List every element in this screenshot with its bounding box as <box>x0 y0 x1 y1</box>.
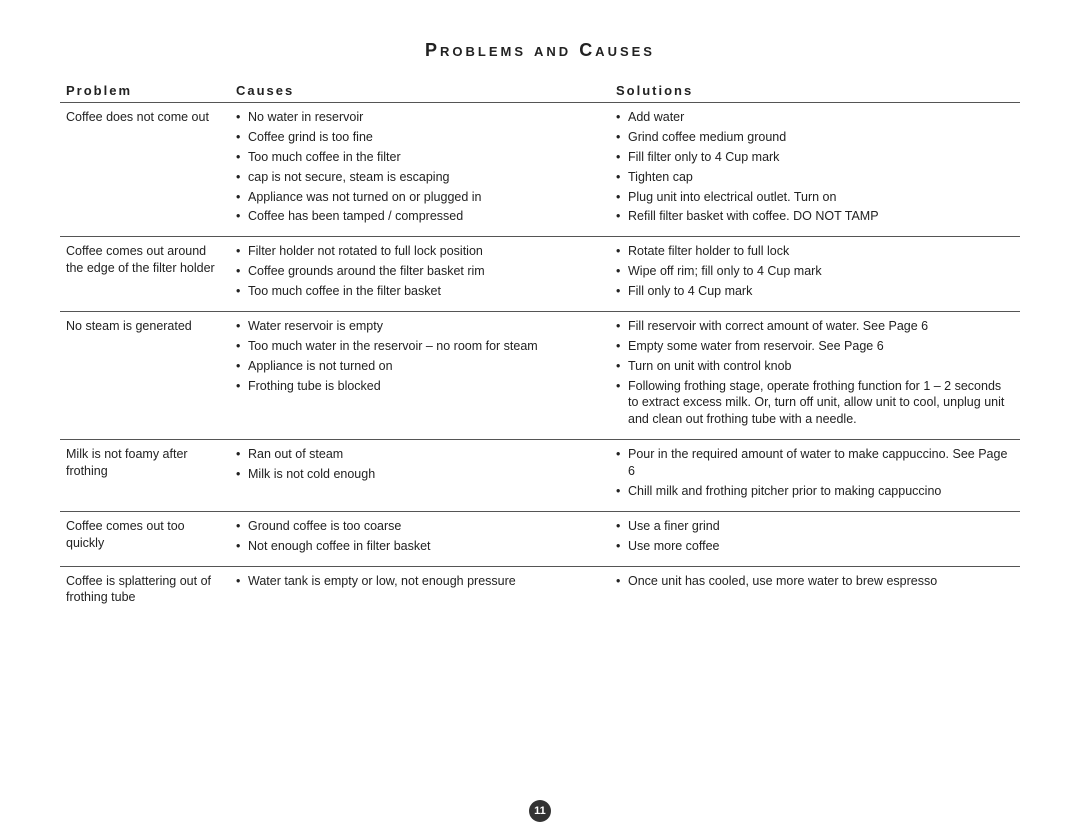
solution-item: Use more coffee <box>616 538 1014 555</box>
cause-item: Not enough coffee in filter basket <box>236 538 598 555</box>
solution-item: Tighten cap <box>616 169 1014 186</box>
table-row: Coffee comes out too quicklyGround coffe… <box>60 511 1020 566</box>
cause-item: Too much coffee in the filter basket <box>236 283 598 300</box>
cause-item: Coffee grind is too fine <box>236 129 598 146</box>
solution-item: Empty some water from reservoir. See Pag… <box>616 338 1014 355</box>
cause-item: Frothing tube is blocked <box>236 378 598 395</box>
header-problem: Problem <box>66 83 236 98</box>
solution-item: Fill filter only to 4 Cup mark <box>616 149 1014 166</box>
problem-cell: No steam is generated <box>66 318 236 431</box>
causes-cell: Filter holder not rotated to full lock p… <box>236 243 616 303</box>
solutions-cell: Rotate filter holder to full lock Wipe of… <box>616 243 1014 303</box>
solution-item: Refill filter basket with coffee. DO NOT… <box>616 208 1014 225</box>
solution-item: Pour in the required amount of water to … <box>616 446 1014 480</box>
cause-item: Too much water in the reservoir – no roo… <box>236 338 598 355</box>
solution-item: Grind coffee medium ground <box>616 129 1014 146</box>
table-header-row: Problem Causes Solutions <box>60 83 1020 98</box>
cause-item: Ground coffee is too coarse <box>236 518 598 535</box>
solution-item: Plug unit into electrical outlet. Turn o… <box>616 189 1014 206</box>
solutions-cell: Fill reservoir with correct amount of wa… <box>616 318 1014 431</box>
problem-cell: Coffee comes out around the edge of the … <box>66 243 236 303</box>
solution-item: Add water <box>616 109 1014 126</box>
problem-cell: Milk is not foamy after frothing <box>66 446 236 503</box>
problem-cell: Coffee is splattering out of frothing tu… <box>66 573 236 607</box>
cause-item: Water tank is empty or low, not enough p… <box>236 573 598 590</box>
cause-item: Appliance is not turned on <box>236 358 598 375</box>
problem-cell: Coffee does not come out <box>66 109 236 228</box>
cause-item: Too much coffee in the filter <box>236 149 598 166</box>
problem-cell: Coffee comes out too quickly <box>66 518 236 558</box>
solution-item: Turn on unit with control knob <box>616 358 1014 375</box>
causes-cell: Water reservoir is empty Too much water i… <box>236 318 616 431</box>
causes-cell: Water tank is empty or low, not enough p… <box>236 573 616 607</box>
solutions-cell: Add water Grind coffee medium ground Fill … <box>616 109 1014 228</box>
solution-item: Rotate filter holder to full lock <box>616 243 1014 260</box>
solution-item: Fill reservoir with correct amount of wa… <box>616 318 1014 335</box>
solutions-cell: Use a finer grind Use more coffee <box>616 518 1014 558</box>
table-row: Coffee does not come outNo water in rese… <box>60 102 1020 236</box>
cause-item: Milk is not cold enough <box>236 466 598 483</box>
causes-cell: No water in reservoir Coffee grind is too… <box>236 109 616 228</box>
page-title: Problems and Causes <box>60 40 1020 61</box>
solution-item: Chill milk and frothing pitcher prior to… <box>616 483 1014 500</box>
solution-item: Once unit has cooled, use more water to … <box>616 573 1014 590</box>
page-number-badge: 11 <box>529 800 551 822</box>
header-solutions: Solutions <box>616 83 1014 98</box>
solution-item: Following frothing stage, operate frothi… <box>616 378 1014 429</box>
cause-item: Appliance was not turned on or plugged i… <box>236 189 598 206</box>
table-row: Coffee comes out around the edge of the … <box>60 236 1020 311</box>
cause-item: Coffee grounds around the filter basket … <box>236 263 598 280</box>
cause-item: Ran out of steam <box>236 446 598 463</box>
cause-item: No water in reservoir <box>236 109 598 126</box>
solution-item: Wipe off rim; fill only to 4 Cup mark <box>616 263 1014 280</box>
causes-cell: Ground coffee is too coarse Not enough co… <box>236 518 616 558</box>
table-row: No steam is generatedWater reservoir is … <box>60 311 1020 439</box>
solutions-cell: Once unit has cooled, use more water to … <box>616 573 1014 607</box>
table-row: Milk is not foamy after frothingRan out … <box>60 439 1020 511</box>
solution-item: Use a finer grind <box>616 518 1014 535</box>
table-body: Coffee does not come outNo water in rese… <box>60 102 1020 614</box>
cause-item: Filter holder not rotated to full lock p… <box>236 243 598 260</box>
header-causes: Causes <box>236 83 616 98</box>
table-row: Coffee is splattering out of frothing tu… <box>60 566 1020 615</box>
cause-item: Coffee has been tamped / compressed <box>236 208 598 225</box>
cause-item: cap is not secure, steam is escaping <box>236 169 598 186</box>
solution-item: Fill only to 4 Cup mark <box>616 283 1014 300</box>
solutions-cell: Pour in the required amount of water to … <box>616 446 1014 503</box>
cause-item: Water reservoir is empty <box>236 318 598 335</box>
causes-cell: Ran out of steam Milk is not cold enough <box>236 446 616 503</box>
